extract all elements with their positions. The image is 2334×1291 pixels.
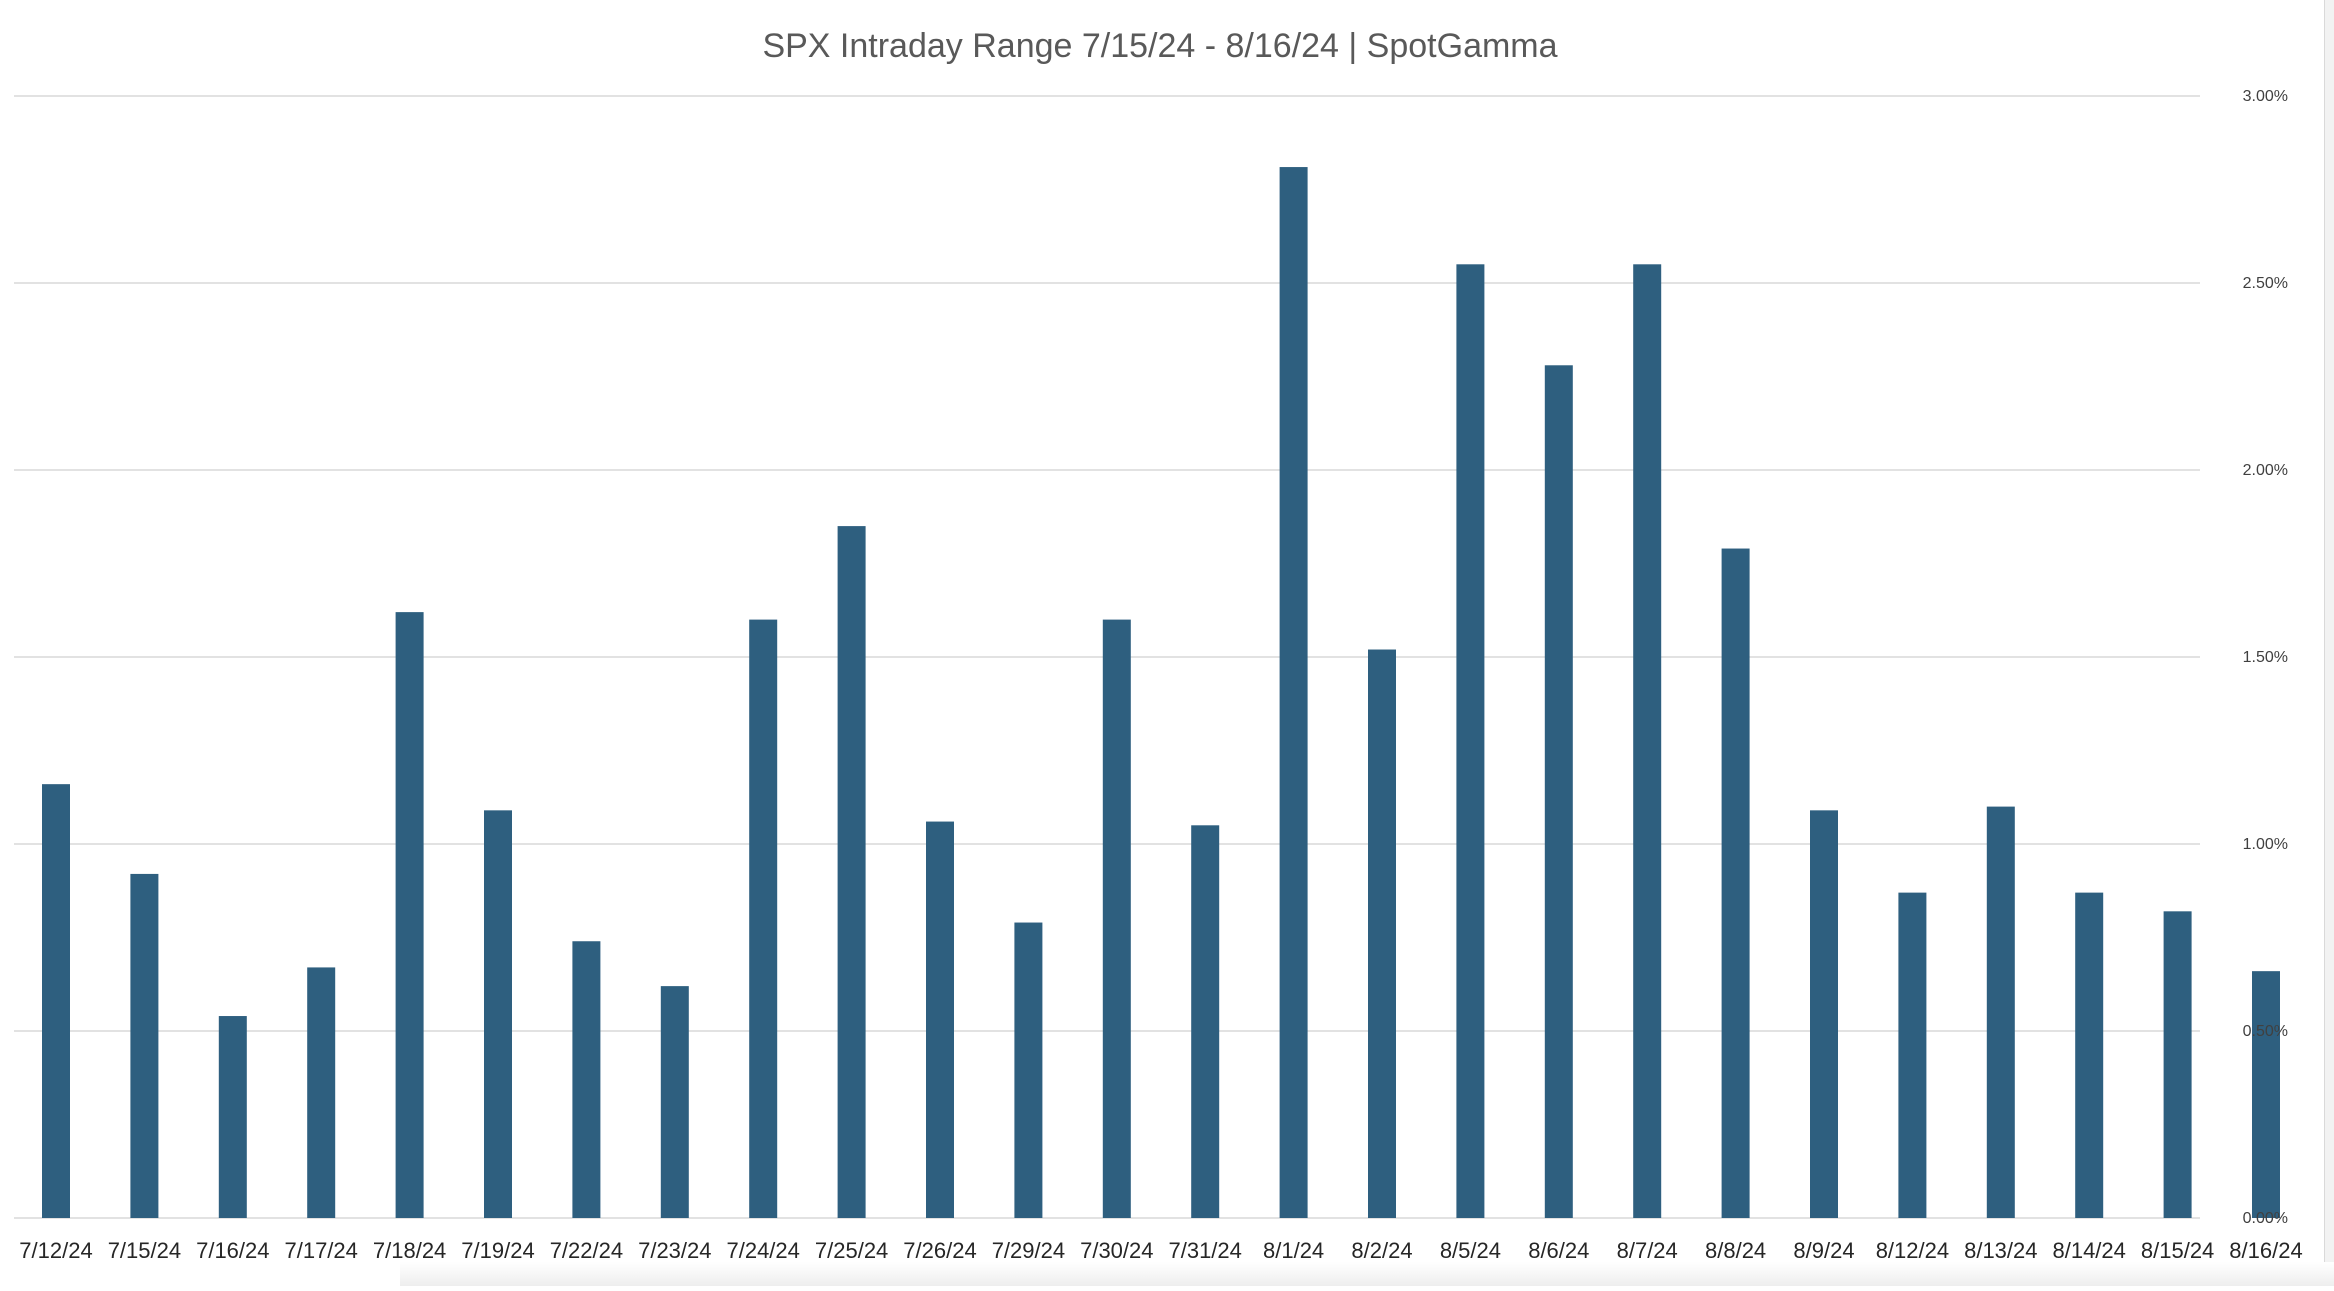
x-category-label: 8/6/24 [1528, 1238, 1589, 1263]
y-tick-label: 3.00% [2243, 88, 2288, 105]
bar [2252, 971, 2280, 1218]
x-category-label: 7/29/24 [992, 1238, 1065, 1263]
y-tick-label: 1.50% [2243, 649, 2288, 666]
x-category-label: 7/12/24 [19, 1238, 92, 1263]
bar [572, 941, 601, 1218]
x-category-label: 8/12/24 [1876, 1238, 1949, 1263]
x-category-label: 7/31/24 [1168, 1238, 1241, 1263]
x-category-label: 8/5/24 [1440, 1238, 1501, 1263]
bar [1279, 167, 1308, 1218]
x-category-label: 8/13/24 [1964, 1238, 2037, 1263]
bar [1456, 264, 1485, 1218]
x-category-label: 7/19/24 [461, 1238, 534, 1263]
x-category-label: 8/1/24 [1263, 1238, 1324, 1263]
bar [1633, 264, 1662, 1218]
x-category-label: 7/15/24 [108, 1238, 181, 1263]
y-tick-label: 0.00% [2243, 1210, 2288, 1227]
y-tick-label: 2.00% [2243, 462, 2288, 479]
x-category-label: 7/23/24 [638, 1238, 711, 1263]
x-category-label: 7/16/24 [196, 1238, 269, 1263]
x-category-label: 8/16/24 [2229, 1238, 2302, 1263]
x-category-label: 7/26/24 [903, 1238, 976, 1263]
chart-title: SPX Intraday Range 7/15/24 - 8/16/24 | S… [762, 27, 1557, 65]
bar [1191, 825, 1220, 1218]
x-category-label: 7/18/24 [373, 1238, 446, 1263]
bar [926, 821, 954, 1218]
x-category-label: 7/22/24 [550, 1238, 623, 1263]
x-category-label: 8/8/24 [1705, 1238, 1766, 1263]
x-category-label: 7/25/24 [815, 1238, 888, 1263]
bar [837, 526, 866, 1218]
x-category-label: 8/2/24 [1351, 1238, 1412, 1263]
bar [1810, 810, 1838, 1218]
bar [1368, 649, 1396, 1218]
y-tick-label: 2.50% [2243, 275, 2288, 292]
bar [2163, 911, 2192, 1218]
x-category-label: 7/24/24 [726, 1238, 799, 1263]
bar [2075, 892, 2104, 1218]
bar [1898, 892, 1927, 1218]
bar [1102, 619, 1131, 1218]
x-category-label: 7/30/24 [1080, 1238, 1153, 1263]
bars [42, 167, 2280, 1218]
y-axis-tick-labels: 0.00% 0.50% 1.00% 1.50% 2.00% 2.50% 3.00% [2243, 88, 2288, 1227]
x-category-label: 8/14/24 [2052, 1238, 2125, 1263]
bar [749, 619, 778, 1218]
bar [1544, 365, 1573, 1218]
bar [1986, 806, 2015, 1218]
bar [484, 810, 512, 1218]
x-axis-category-labels: 7/12/24 7/15/24 7/16/24 7/17/24 7/18/24 7/19/… [19, 1238, 2302, 1263]
x-category-label: 8/9/24 [1793, 1238, 1854, 1263]
bar [660, 986, 689, 1218]
bar [130, 873, 159, 1218]
bar [395, 612, 424, 1218]
bar [218, 1016, 247, 1218]
bottom-shade [400, 1262, 2334, 1286]
bar [1721, 548, 1750, 1218]
y-tick-label: 1.00% [2243, 836, 2288, 853]
bar [307, 967, 336, 1218]
bar [42, 784, 70, 1218]
x-category-label: 8/7/24 [1617, 1238, 1678, 1263]
y-tick-label: 0.50% [2243, 1023, 2288, 1040]
bar [1014, 922, 1043, 1218]
x-category-label: 8/15/24 [2141, 1238, 2214, 1263]
window-edge [2324, 0, 2334, 1286]
x-category-label: 7/17/24 [284, 1238, 357, 1263]
